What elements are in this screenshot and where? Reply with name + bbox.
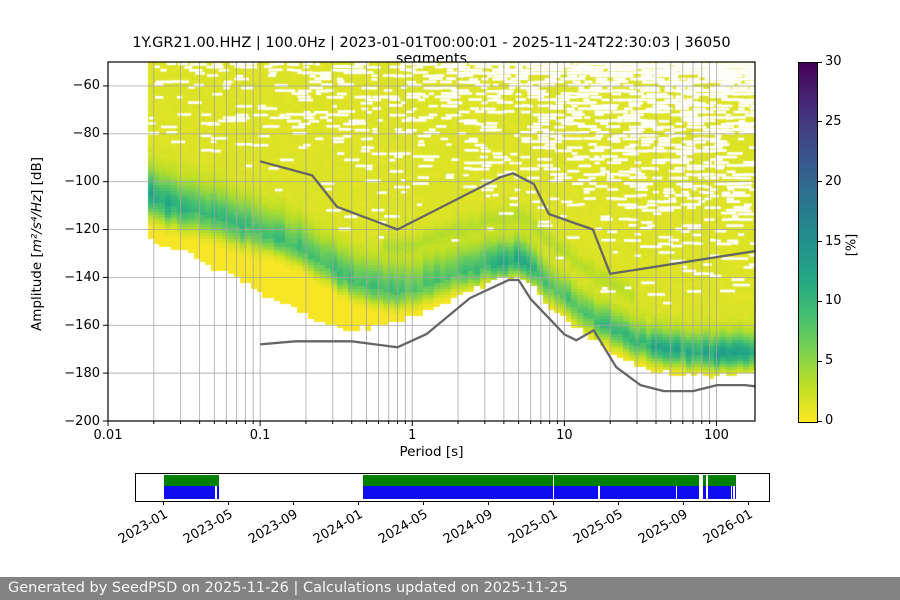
timeline-tick-label: 2023-09 xyxy=(245,507,301,548)
footer-bar: Generated by SeedPSD on 2025-11-26 | Cal… xyxy=(0,577,900,600)
ppsd-heatmap xyxy=(108,62,755,421)
timeline-tick xyxy=(162,501,164,505)
timeline-psd-segment xyxy=(163,475,219,486)
timeline-tick-label: 2025-01 xyxy=(505,507,561,548)
colorbar xyxy=(798,62,818,423)
timeline-tick-label: 2023-05 xyxy=(180,507,236,548)
x-tick-label: 0.01 xyxy=(93,428,123,443)
colorbar-tick-label: 25 xyxy=(825,113,842,129)
y-tick-label: −200 xyxy=(64,413,100,429)
timeline-data-segment xyxy=(554,486,599,499)
timeline-psd-segment xyxy=(362,475,553,486)
y-tick-label: −120 xyxy=(64,222,100,238)
timeline-data-segment xyxy=(735,486,736,499)
x-tick-label: 10 xyxy=(556,428,573,443)
colorbar-tick xyxy=(818,121,822,123)
timeline-tick xyxy=(227,501,229,505)
y-tick-label: −140 xyxy=(64,269,100,285)
x-tick-label: 0.1 xyxy=(249,428,271,443)
colorbar-tick-label: 5 xyxy=(825,353,834,369)
footer-text: Generated by SeedPSD on 2025-11-26 | Cal… xyxy=(8,580,568,596)
colorbar-tick xyxy=(818,181,822,183)
timeline-data-segment xyxy=(362,486,553,499)
coverage-timeline xyxy=(135,473,770,502)
y-tick-label: −60 xyxy=(72,78,100,94)
x-axis-label: Period [s] xyxy=(399,444,464,460)
y-tick-label: −80 xyxy=(72,126,100,142)
timeline-data-segment xyxy=(731,486,734,499)
colorbar-tick-label: 0 xyxy=(825,413,834,428)
timeline-tick-label: 2025-09 xyxy=(635,507,691,548)
colorbar-tick-label: 15 xyxy=(825,233,842,249)
timeline-tick xyxy=(552,501,554,505)
colorbar-tick xyxy=(818,61,822,63)
y-axis-math-units: m²/s⁴/Hz xyxy=(29,194,45,253)
timeline-tick xyxy=(423,501,424,505)
colorbar-tick xyxy=(818,360,822,362)
timeline-tick-label: 2025-05 xyxy=(570,507,626,548)
timeline-data-segment xyxy=(676,486,700,499)
timeline-data-segment xyxy=(707,486,731,499)
timeline-data-segment xyxy=(217,486,219,499)
y-tick-label: −100 xyxy=(64,174,100,190)
timeline-data-segment xyxy=(599,486,676,499)
y-tick-label: −160 xyxy=(64,317,100,333)
timeline-tick-label: 2023-01 xyxy=(115,507,171,548)
timeline-data-segment xyxy=(702,486,706,499)
timeline-tick xyxy=(358,501,359,505)
timeline-tick xyxy=(488,501,490,505)
colorbar-tick-label: 20 xyxy=(825,173,842,189)
timeline-data-segment xyxy=(163,486,216,499)
y-axis-label-text: Amplitude [m²/s⁴/Hz] [dB] xyxy=(29,156,45,332)
timeline-psd-segment xyxy=(707,475,736,486)
timeline-tick xyxy=(682,501,684,505)
timeline-tick-label: 2024-01 xyxy=(310,507,366,548)
timeline-tick xyxy=(617,501,619,505)
timeline-tick xyxy=(292,501,294,505)
colorbar-tick-label: 30 xyxy=(825,54,842,69)
timeline-tick-label: 2026-01 xyxy=(700,507,756,548)
timeline-tick-label: 2024-09 xyxy=(440,507,496,548)
colorbar-tick xyxy=(818,420,822,422)
colorbar-tick xyxy=(818,241,822,242)
timeline-tick xyxy=(747,501,749,505)
y-tick-label: −180 xyxy=(64,365,100,381)
timeline-psd-segment xyxy=(702,475,706,486)
x-tick-label: 1 xyxy=(408,428,417,443)
timeline-psd-segment xyxy=(554,475,700,486)
timeline-tick-label: 2024-05 xyxy=(375,507,431,548)
colorbar-tick-label: 10 xyxy=(825,293,842,309)
x-tick-label: 100 xyxy=(704,428,729,443)
colorbar-tick xyxy=(818,300,822,302)
